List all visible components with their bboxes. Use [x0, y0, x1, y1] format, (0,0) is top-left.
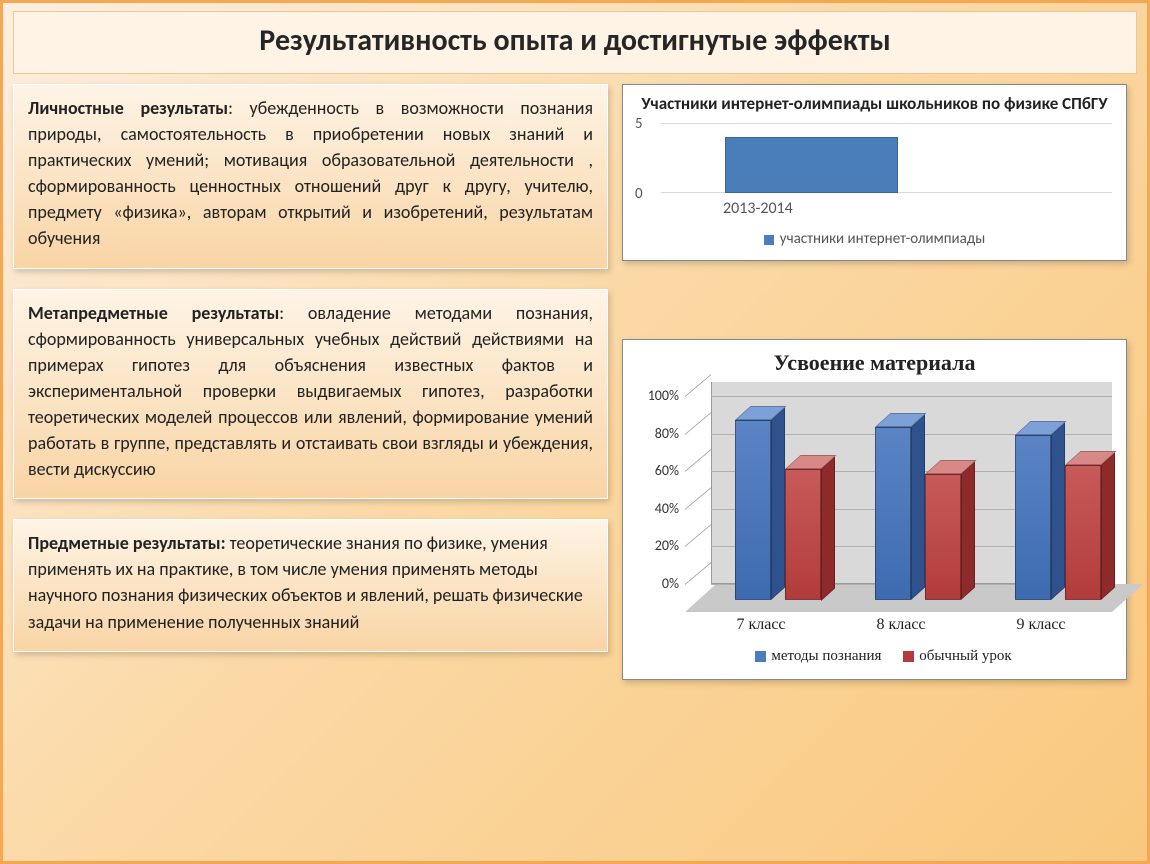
card-personal-lead: Личностные результаты: [28, 97, 228, 119]
chart2-cat-1: 8 класс: [831, 616, 971, 634]
chart1-legend: участники интернет-олимпиады: [633, 230, 1116, 248]
chart1-title: Участники интернет-олимпиады школьников …: [637, 93, 1112, 115]
content-columns: Личностные результаты: убежденность в во…: [13, 84, 1137, 680]
card-subject-lead: Предметные результаты:: [28, 532, 226, 554]
page-title: Результативность опыта и достигнутые эфф…: [20, 22, 1130, 59]
chart2-legend-swatch-1: [903, 651, 914, 662]
chart1-ytick-0: 0: [635, 185, 643, 203]
chart2-legend-swatch-0: [755, 651, 766, 662]
chart2-ytick-5: 100%: [633, 387, 679, 404]
card-meta-results: Метапредметные результаты: овладение мет…: [13, 289, 608, 500]
chart2-bar-0-0: [735, 420, 771, 600]
chart2-cat-0: 7 класс: [691, 616, 831, 634]
chart1-plot: 5 0: [661, 123, 1116, 193]
card-subject-results: Предметные результаты: теоретические зна…: [13, 519, 608, 651]
chart2-category-labels: 7 класс 8 класс 9 класс: [691, 616, 1118, 634]
chart2-gridline-side-3: [685, 449, 711, 472]
chart2-title: Усвоение материала: [631, 350, 1118, 376]
chart-olympiad: Участники интернет-олимпиады школьников …: [622, 84, 1127, 261]
chart2-gridline-side-0: [685, 562, 711, 585]
chart2-plot: 0%20%40%60%80%100%: [685, 382, 1112, 612]
right-column: Участники интернет-олимпиады школьников …: [622, 84, 1127, 680]
card-meta-text: : овладение методами познания, сформиров…: [28, 302, 593, 481]
chart2-bar-2-1: [1065, 465, 1101, 600]
chart2-legend-label-0: методы познания: [771, 648, 881, 664]
card-meta-lead: Метапредметные результаты: [28, 302, 279, 324]
chart2-gridline-side-2: [685, 487, 711, 510]
chart2-ytick-4: 80%: [633, 425, 679, 442]
chart2-bar-0-1: [785, 469, 821, 601]
chart2-bar-2-0: [1015, 435, 1051, 600]
chart2-gridline-side-1: [685, 525, 711, 548]
chart2-ytick-2: 40%: [633, 500, 679, 517]
chart1-legend-label: участники интернет-олимпиады: [780, 230, 985, 248]
card-personal-text: : убежденность в возможности познания пр…: [28, 97, 593, 249]
left-column: Личностные результаты: убежденность в во…: [13, 84, 608, 680]
chart2-legend-label-1: обычный урок: [919, 648, 1011, 664]
card-personal-results: Личностные результаты: убежденность в во…: [13, 84, 608, 269]
chart2-ytick-3: 60%: [633, 462, 679, 479]
chart1-grid-top: [661, 123, 1112, 124]
chart-usvoenie: Усвоение материала 0%20%40%60%80%100% 7 …: [622, 339, 1127, 680]
chart2-bar-1-0: [875, 427, 911, 600]
chart1-legend-swatch: [764, 235, 774, 245]
chart2-gridline-side-4: [685, 412, 711, 435]
chart2-ytick-1: 20%: [633, 537, 679, 554]
chart1-category-0: 2013-2014: [723, 199, 1116, 218]
chart1-bar-0: [725, 137, 898, 193]
chart2-legend: методы познания обычный урок: [631, 648, 1118, 665]
chart2-bar-1-1: [925, 474, 961, 600]
chart2-cat-2: 9 класс: [971, 616, 1111, 634]
chart1-ytick-5: 5: [635, 115, 643, 133]
chart2-ytick-0: 0%: [633, 575, 679, 592]
chart2-gridline-5: [711, 396, 1112, 397]
chart2-gridline-side-5: [685, 374, 711, 397]
title-bar: Результативность опыта и достигнутые эфф…: [13, 11, 1137, 74]
